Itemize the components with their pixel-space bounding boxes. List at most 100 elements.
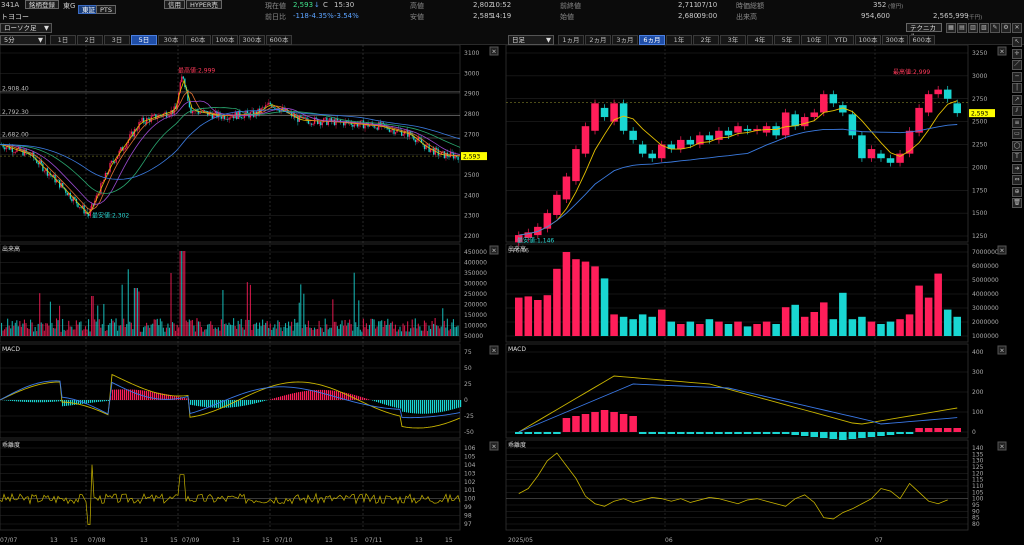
daily-signal-line (518, 383, 958, 433)
left-range-tab-2[interactable]: 3日 (104, 35, 130, 45)
hline-icon[interactable]: ─ (1012, 71, 1022, 82)
daily-macd-bar (610, 412, 618, 432)
chart-icon[interactable]: ▤ (957, 23, 967, 33)
rect-icon[interactable]: ▭ (1012, 129, 1022, 139)
ray-icon[interactable]: ↗ (1012, 94, 1022, 105)
daily-type-select[interactable]: 日足 ▼ (508, 35, 554, 45)
ellipse-icon[interactable]: ◯ (1012, 140, 1022, 151)
volume-bar (80, 321, 82, 336)
cursor-icon[interactable]: ↖ (1012, 37, 1022, 47)
market-label: 東G (63, 2, 76, 10)
line-icon[interactable]: ／ (1012, 60, 1022, 70)
layout-icon[interactable]: ▧ (979, 23, 989, 33)
right-range-tab-4[interactable]: 1年 (666, 35, 692, 45)
text-icon[interactable]: T (1012, 152, 1022, 162)
close-icon[interactable]: ✕ (1012, 23, 1022, 33)
candle (376, 127, 378, 130)
right-range-tab-0[interactable]: 1ヵ月 (558, 35, 584, 45)
left-range-tab-0[interactable]: 1日 (50, 35, 76, 45)
candle (13, 152, 15, 153)
left-range-tab-7[interactable]: 300本 (239, 35, 265, 45)
volume-bar (381, 320, 383, 336)
candle (454, 155, 456, 159)
trash-icon[interactable]: 🗑 (1012, 198, 1022, 208)
volume-bar (451, 322, 453, 336)
volume-bar (170, 273, 172, 336)
candle (382, 122, 384, 124)
candle (275, 108, 278, 109)
left-range-tab-3[interactable]: 5日 (131, 35, 157, 45)
candle (78, 207, 81, 208)
left-range-tab-4[interactable]: 30本 (158, 35, 184, 45)
measure-icon[interactable]: ⇔ (1012, 175, 1022, 185)
volume-bar (260, 326, 262, 336)
magnet-icon[interactable]: ⊕ (1012, 186, 1022, 197)
macd-histogram-bar (104, 400, 106, 402)
right-range-tab-10[interactable]: YTD (828, 35, 854, 45)
macd-histogram-bar (190, 400, 192, 405)
register-button[interactable]: 銘柄登録 (25, 0, 59, 9)
right-range-tab-11[interactable]: 100本 (855, 35, 881, 45)
candle (141, 117, 143, 122)
candle (81, 205, 84, 208)
bar-icon[interactable]: ▥ (968, 23, 978, 33)
volume-bar (277, 320, 279, 336)
candle (230, 117, 232, 119)
left-range-tab-8[interactable]: 600本 (266, 35, 292, 45)
macd-histogram-bar (44, 400, 46, 403)
right-range-tab-8[interactable]: 5年 (774, 35, 800, 45)
candle (120, 147, 122, 151)
macd-histogram-bar (354, 394, 356, 400)
channel-icon[interactable]: ⫽ (1012, 106, 1022, 116)
grid-icon[interactable]: ▦ (946, 23, 956, 33)
right-range-tab-12[interactable]: 300本 (882, 35, 908, 45)
volume-bar (42, 323, 44, 336)
settings-icon[interactable]: ⚙ (1001, 23, 1011, 33)
open-value: 2,680 (678, 12, 699, 20)
interval-select[interactable]: 5分 ▼ (0, 35, 46, 45)
candle (8, 145, 10, 150)
right-range-tab-13[interactable]: 600本 (909, 35, 935, 45)
left-price-axis-tick: 3100 (464, 50, 479, 57)
volume-bar (48, 325, 50, 336)
volume-bar (355, 322, 357, 336)
volume-bar (178, 327, 180, 336)
right-range-tab-6[interactable]: 3年 (720, 35, 746, 45)
left-range-tab-1[interactable]: 2日 (77, 35, 103, 45)
candle (214, 111, 217, 114)
volume-bar (171, 322, 174, 336)
volume-bar (275, 328, 277, 336)
macd-signal-line (0, 380, 461, 419)
market-cap-unit: (億円) (888, 4, 904, 10)
right-range-tab-1[interactable]: 2ヵ月 (585, 35, 611, 45)
right-range-tab-7[interactable]: 4年 (747, 35, 773, 45)
volume-bar (300, 284, 302, 336)
volume-bar (100, 327, 102, 336)
pts-button[interactable]: PTS (96, 5, 117, 14)
credit-button[interactable]: 信用 (164, 0, 185, 9)
left-range-tab-5[interactable]: 60本 (185, 35, 211, 45)
hyper-sell-button[interactable]: HYPER売 (186, 0, 222, 9)
volume-bar (280, 327, 282, 336)
left-volume-title: 出来高 (2, 245, 20, 253)
left-range-tab-6[interactable]: 100本 (212, 35, 238, 45)
volume-bar (255, 322, 258, 336)
vline-icon[interactable]: │ (1012, 83, 1022, 93)
daily-candle (848, 114, 857, 136)
arrow-icon[interactable]: ➔ (1012, 163, 1022, 174)
chart-type-select[interactable]: ローソク足 ▼ (0, 23, 52, 33)
prev-close-date: 07/10 (697, 1, 718, 9)
current-price-tag (461, 152, 487, 161)
right-range-tab-9[interactable]: 10年 (801, 35, 827, 45)
crosshair-icon[interactable]: ✛ (1012, 48, 1022, 59)
fib-icon[interactable]: ≡ (1012, 117, 1022, 128)
volume-bar (83, 329, 85, 336)
right-range-tab-3[interactable]: 6ヵ月 (639, 35, 665, 45)
technical-button[interactable]: テクニカル (906, 23, 942, 40)
panel-frame (0, 343, 461, 439)
right-range-tab-5[interactable]: 2年 (693, 35, 719, 45)
edit-icon[interactable]: ✎ (990, 23, 1000, 33)
close-icon: ✕ (491, 49, 496, 56)
volume-bar (112, 320, 114, 336)
right-range-tab-2[interactable]: 3ヵ月 (612, 35, 638, 45)
